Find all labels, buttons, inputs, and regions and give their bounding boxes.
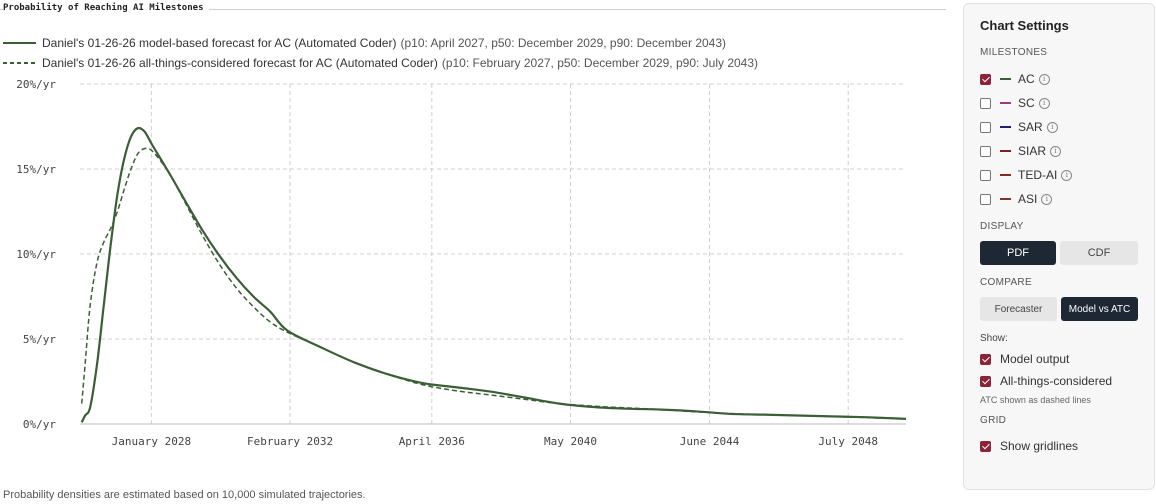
chart-settings-panel: Chart Settings MILESTONES AC i SC i SAR … [963,3,1155,490]
milestone-color-swatch [1000,198,1011,200]
show-atc-label: All-things-considered [1000,374,1113,388]
milestone-siar[interactable]: SIAR i [980,139,1138,163]
milestone-ted-ai[interactable]: TED-AI i [980,163,1138,187]
show-gridlines-label: Show gridlines [1000,439,1079,453]
chart-legend: Daniel's 01-26-26 model-based forecast f… [3,33,758,73]
y-tick-label: 10%/yr [16,248,56,261]
show-model-output-checkbox[interactable] [980,353,991,365]
milestone-label: TED-AI [1018,168,1058,182]
milestone-color-swatch [1000,78,1011,80]
chart-series [80,126,907,423]
chart-footnote: Probability densities are estimated base… [3,489,366,501]
show-atc-option[interactable]: All-things-considered [980,370,1138,392]
x-tick-label: April 2036 [399,435,465,448]
info-icon[interactable]: i [1050,145,1062,157]
display-pdf-button[interactable]: PDF [980,241,1056,265]
compare-toggle: Forecaster Model vs ATC [980,297,1138,321]
info-icon[interactable]: i [1038,97,1050,109]
milestone-color-swatch [1000,150,1011,152]
milestone-ted-ai-checkbox[interactable] [980,169,991,181]
chart-plot: 0%/yr 5%/yr 10%/yr 15%/yr 20%/yr January 2028… [16,78,907,448]
milestone-label: SC [1018,96,1035,110]
compare-model-vs-atc-button[interactable]: Model vs ATC [1061,297,1138,321]
legend-series-name: Daniel's 01-26-26 all-things-considered … [42,56,438,70]
milestone-siar-checkbox[interactable] [980,145,991,157]
show-gridlines-option[interactable]: Show gridlines [980,435,1138,457]
info-icon[interactable]: i [1046,121,1058,133]
milestones-section-label: MILESTONES [980,47,1048,58]
legend-solid-line-swatch [3,42,36,44]
show-label: Show: [980,333,1008,344]
milestone-asi[interactable]: ASI i [980,187,1138,211]
legend-dashed-line-swatch [3,62,36,64]
info-icon[interactable]: i [1038,73,1050,85]
show-atc-checkbox[interactable] [980,375,991,387]
series-line-model [80,126,907,423]
milestone-label: SAR [1018,120,1043,134]
atc-note: ATC shown as dashed lines [980,395,1091,405]
x-tick-label: May 2040 [544,435,597,448]
series-line-atc [80,147,907,420]
y-tick-label: 5%/yr [23,333,56,346]
chart-axes: 0%/yr 5%/yr 10%/yr 15%/yr 20%/yr January 2028… [16,78,906,448]
settings-title: Chart Settings [980,18,1069,33]
legend-series-stats: (p10: February 2027, p50: December 2029,… [441,56,759,70]
milestone-ac[interactable]: AC i [980,67,1138,91]
info-icon[interactable]: i [1061,169,1073,181]
milestone-sc-checkbox[interactable] [980,97,991,109]
display-cdf-button[interactable]: CDF [1060,241,1138,265]
show-model-output-label: Model output [1000,352,1070,366]
legend-series-stats: (p10: April 2027, p50: December 2029, p9… [400,36,727,50]
milestone-sar[interactable]: SAR i [980,115,1138,139]
y-tick-label: 20%/yr [16,78,56,91]
milestone-sc[interactable]: SC i [980,91,1138,115]
x-tick-label: February 2032 [247,435,333,448]
milestone-label: ASI [1018,192,1038,206]
milestone-color-swatch [1000,102,1011,104]
display-section-label: DISPLAY [980,221,1024,232]
show-gridlines-checkbox[interactable] [980,440,991,452]
milestone-color-swatch [1000,126,1011,128]
y-tick-label: 0%/yr [23,418,56,431]
milestone-ac-checkbox[interactable] [980,73,991,85]
show-model-output-option[interactable]: Model output [980,348,1138,370]
legend-item-atc[interactable]: Daniel's 01-26-26 all-things-considered … [3,53,758,73]
info-icon[interactable]: i [1041,193,1053,205]
milestone-label: AC [1018,72,1035,86]
chart-title: Probability of Reaching AI Milestones [3,3,210,13]
legend-series-name: Daniel's 01-26-26 model-based forecast f… [42,36,397,50]
compare-forecaster-button[interactable]: Forecaster [980,297,1057,321]
legend-item-model[interactable]: Daniel's 01-26-26 model-based forecast f… [3,33,758,53]
x-tick-label: January 2028 [112,435,191,448]
milestone-color-swatch [1000,174,1011,176]
x-tick-label: July 2048 [818,435,878,448]
milestone-sar-checkbox[interactable] [980,121,991,133]
chart-gridlines [80,83,906,424]
milestone-label: SIAR [1018,144,1047,158]
display-toggle: PDF CDF [980,241,1138,265]
y-tick-label: 15%/yr [16,163,56,176]
compare-section-label: COMPARE [980,277,1032,288]
x-tick-label: June 2044 [680,435,740,448]
grid-section-label: GRID [980,415,1007,426]
milestone-asi-checkbox[interactable] [980,193,991,205]
